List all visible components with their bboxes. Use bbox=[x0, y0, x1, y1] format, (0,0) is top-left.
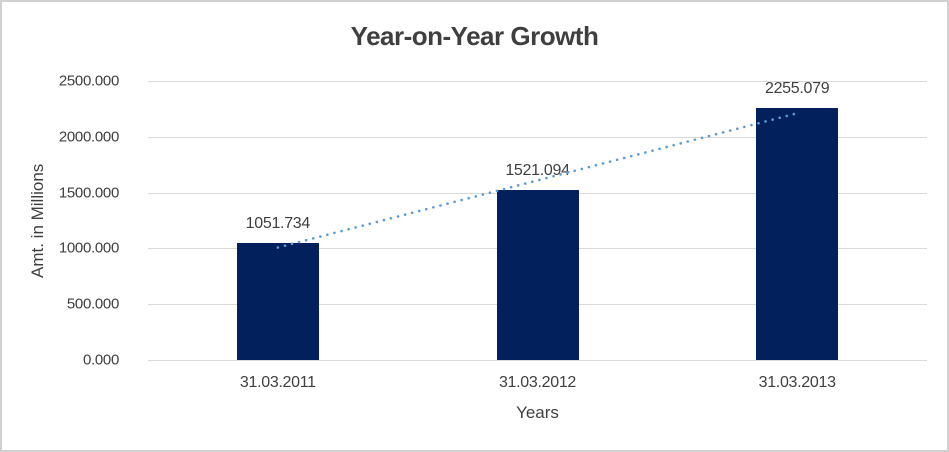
y-tick-label: 2000.000 bbox=[58, 128, 119, 146]
bar[interactable] bbox=[756, 108, 839, 360]
bar[interactable] bbox=[236, 242, 319, 360]
x-tick-label: 31.03.2011 bbox=[239, 374, 316, 391]
y-tick-label: 2500.000 bbox=[58, 72, 119, 90]
y-tick-label: 0.000 bbox=[82, 351, 119, 369]
x-axis-title: Years bbox=[516, 403, 559, 422]
bar-value-label: 1521.094 bbox=[505, 162, 570, 180]
x-tick-label: 31.03.2013 bbox=[758, 374, 836, 391]
y-axis-title: Amt. in Millions bbox=[28, 163, 47, 278]
y-tick-label: 1500.000 bbox=[58, 184, 119, 202]
y-tick-label: 500.000 bbox=[66, 295, 119, 313]
bar[interactable] bbox=[496, 190, 579, 360]
chart-title: Year-on-Year Growth bbox=[350, 21, 599, 51]
gridline bbox=[148, 360, 927, 361]
y-tick-label: 1000.000 bbox=[58, 239, 119, 257]
x-tick-label: 31.03.2012 bbox=[498, 374, 577, 391]
gridline bbox=[148, 81, 927, 82]
bar-value-label: 2255.079 bbox=[764, 80, 830, 98]
bar-value-label: 1051.734 bbox=[245, 214, 311, 232]
